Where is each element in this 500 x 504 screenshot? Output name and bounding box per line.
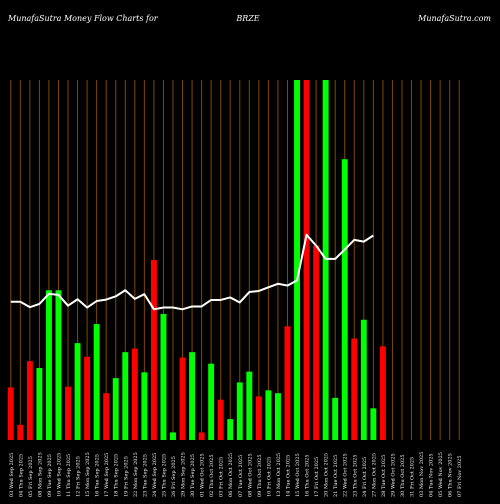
flow-bar-down [17, 424, 24, 440]
flow-bar-up [332, 397, 339, 440]
flow-bar-up [74, 343, 81, 440]
x-tick-label: 21 Tue Oct 2025 [333, 455, 339, 497]
flow-bar-down [198, 432, 205, 440]
flow-bar-up [341, 159, 348, 440]
x-tick-label: 17 Fri Oct 2025 [314, 457, 320, 497]
x-tick-label: 25 Thu Sep 2025 [161, 454, 167, 497]
x-tick-label: 29 Wed Oct 2025 [390, 453, 396, 497]
x-tick-label: 30 Thu Oct 2025 [400, 454, 406, 497]
flow-bar-up [227, 419, 234, 440]
flow-bar-down [313, 245, 320, 440]
flow-bar-down [351, 338, 358, 440]
x-tick-label: 12 Fri Sep 2025 [76, 456, 82, 497]
x-tick-label: 07 Fri Nov 2025 [457, 455, 463, 497]
x-tick-label: 29 Mon Sep 2025 [181, 452, 187, 497]
flow-bar-up [36, 368, 43, 440]
x-tick-label: 18 Thu Sep 2025 [114, 454, 120, 497]
x-tick-label: 11 Thu Sep 2025 [66, 454, 72, 497]
x-tick-label: 05 Wed Nov 2025 [438, 452, 444, 497]
x-tick-label: 06 Thu Nov 2025 [448, 453, 454, 497]
x-tick-label: 04 Thu Sep 2025 [18, 454, 24, 497]
x-tick-label: 05 Fri Sep 2025 [28, 456, 34, 497]
flow-bar-down [284, 326, 291, 440]
x-tick-label: 28 Tue Oct 2025 [381, 455, 387, 497]
x-tick-label: 20 Mon Oct 2025 [324, 453, 330, 497]
x-tick-label: 08 Mon Sep 2025 [37, 452, 43, 497]
flow-bar-up [112, 378, 119, 440]
x-tick-label: 03 Fri Oct 2025 [219, 457, 225, 497]
x-tick-label: 31 Fri Oct 2025 [410, 457, 416, 497]
x-tick-label: 08 Wed Oct 2025 [247, 453, 253, 497]
x-tick-label: 24 Fri Oct 2025 [362, 457, 368, 497]
x-tick-label: 17 Wed Sep 2025 [104, 453, 110, 497]
x-tick-label: 09 Thu Oct 2025 [257, 454, 263, 497]
flow-bar-up [360, 319, 367, 440]
x-tick-label: 22 Mon Sep 2025 [133, 452, 139, 497]
flow-bar-up [370, 408, 377, 440]
flow-bar-up [55, 290, 62, 440]
flow-bar-up [189, 352, 196, 440]
x-tick-label: 26 Fri Sep 2025 [171, 456, 177, 497]
x-tick-label: 10 Fri Oct 2025 [266, 457, 272, 497]
flow-bar-down [150, 260, 157, 440]
flow-bar-down [217, 399, 224, 440]
chart-header-ticker: BRZE [236, 14, 260, 23]
flow-bar-down [103, 393, 110, 440]
flow-bar-down [379, 346, 386, 440]
x-tick-label: 30 Tue Sep 2025 [190, 454, 196, 497]
flow-bar-up [208, 363, 215, 440]
x-tick-label: 09 Tue Sep 2025 [47, 454, 53, 497]
flow-bar-up [45, 290, 52, 440]
x-tick-label: 16 Tue Sep 2025 [95, 454, 101, 497]
x-tick-label: 01 Wed Oct 2025 [200, 453, 206, 497]
flow-bar-down [26, 361, 33, 440]
x-tick-label: 15 Wed Oct 2025 [295, 453, 301, 497]
money-flow-line [10, 233, 374, 311]
x-tick-label: 22 Wed Oct 2025 [343, 453, 349, 497]
x-tick-label: 16 Thu Oct 2025 [305, 454, 311, 497]
x-tick-label: 15 Mon Sep 2025 [85, 452, 91, 497]
x-tick-label: 07 Tue Oct 2025 [238, 455, 244, 497]
x-tick-label: 10 Wed Sep 2025 [56, 453, 62, 497]
flow-bar-up [122, 352, 129, 440]
flow-bar-up [322, 80, 329, 440]
flow-bar-up [141, 372, 148, 440]
chart-header-left: MunafaSutra Money Flow Charts for [8, 14, 158, 23]
x-tick-label: 24 Wed Sep 2025 [152, 453, 158, 497]
flow-bar-down [65, 386, 71, 440]
x-tick-label: 02 Thu Oct 2025 [209, 454, 215, 497]
flow-bar-down [84, 356, 91, 440]
flow-bar-up [160, 314, 167, 440]
x-tick-label: 03 Wed Sep 2025 [9, 453, 15, 497]
x-tick-label: 19 Fri Sep 2025 [123, 456, 129, 497]
flow-bar-down [255, 396, 262, 440]
flow-bar-up [274, 393, 281, 440]
flow-bar-up [246, 371, 253, 440]
flow-bar-down [131, 348, 138, 440]
x-tick-label: 14 Tue Oct 2025 [285, 455, 291, 497]
x-tick-label: 23 Tue Sep 2025 [142, 454, 148, 497]
flow-bar-up [236, 382, 243, 440]
x-tick-label: 03 Mon Nov 2025 [419, 452, 425, 497]
flow-bar-down [7, 387, 14, 440]
chart-header-site: MunafaSutra.com [418, 14, 491, 23]
flow-bar-up [265, 390, 272, 440]
x-tick-label: 06 Mon Oct 2025 [228, 453, 234, 497]
flow-bar-up [294, 80, 300, 440]
flow-bar-up [93, 324, 100, 440]
flow-bar-down [179, 357, 186, 440]
x-tick-label: 27 Mon Oct 2025 [371, 453, 377, 497]
x-tick-label: 23 Thu Oct 2025 [352, 454, 358, 497]
x-tick-label: 13 Mon Oct 2025 [276, 453, 282, 497]
flow-bar-down [303, 80, 310, 440]
x-tick-label: 04 Tue Nov 2025 [429, 453, 435, 497]
flow-bar-up [170, 432, 176, 440]
